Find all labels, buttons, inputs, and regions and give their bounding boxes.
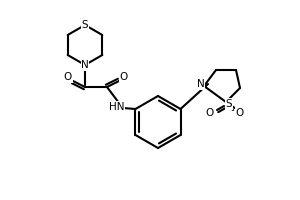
Text: O: O <box>206 108 214 118</box>
Text: O: O <box>64 72 72 82</box>
Text: O: O <box>120 72 128 82</box>
Text: S: S <box>226 99 232 109</box>
Text: N: N <box>81 60 89 70</box>
Text: S: S <box>82 20 88 30</box>
Text: O: O <box>236 108 244 118</box>
Text: HN: HN <box>109 102 125 112</box>
Text: N: N <box>197 79 205 89</box>
